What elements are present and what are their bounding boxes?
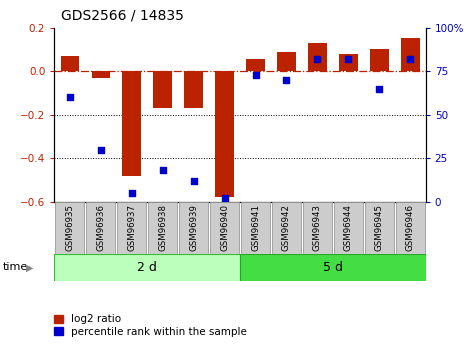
Point (97, 147, 105, 152)
Bar (339, 54, 358, 71)
Text: GSM96943: GSM96943 (313, 204, 322, 252)
Bar (401, 39, 420, 71)
FancyBboxPatch shape (396, 202, 425, 254)
Text: time: time (2, 263, 27, 272)
Point (221, 196, 228, 201)
FancyBboxPatch shape (55, 202, 84, 254)
Bar (184, 71, 203, 108)
Bar (277, 51, 296, 71)
FancyBboxPatch shape (241, 202, 270, 254)
Point (314, 56, 321, 62)
Text: GSM96936: GSM96936 (96, 204, 105, 252)
Text: 5 d: 5 d (323, 261, 343, 274)
Point (252, 72, 259, 77)
Point (283, 77, 290, 83)
Text: GDS2566 / 14835: GDS2566 / 14835 (61, 9, 184, 23)
Text: GSM96935: GSM96935 (65, 204, 74, 252)
FancyBboxPatch shape (179, 202, 208, 254)
Point (190, 178, 197, 184)
FancyBboxPatch shape (272, 202, 301, 254)
FancyBboxPatch shape (86, 202, 115, 254)
Point (406, 56, 414, 62)
FancyBboxPatch shape (210, 202, 239, 254)
FancyBboxPatch shape (334, 202, 363, 254)
Point (66, 95, 74, 100)
FancyBboxPatch shape (365, 202, 394, 254)
Bar (370, 49, 388, 71)
Bar (246, 59, 265, 71)
Text: GSM96942: GSM96942 (282, 204, 291, 252)
Text: GSM96941: GSM96941 (251, 204, 260, 252)
Bar (153, 71, 172, 108)
Text: ▶: ▶ (26, 263, 34, 272)
Point (344, 56, 352, 62)
Point (159, 168, 166, 173)
FancyBboxPatch shape (240, 254, 426, 281)
FancyBboxPatch shape (148, 202, 177, 254)
Bar (123, 71, 141, 176)
Point (128, 190, 136, 196)
Text: GSM96946: GSM96946 (406, 204, 415, 252)
Legend: log2 ratio, percentile rank within the sample: log2 ratio, percentile rank within the s… (53, 313, 248, 338)
Text: GSM96945: GSM96945 (375, 204, 384, 252)
Text: GSM96937: GSM96937 (127, 204, 136, 252)
Bar (61, 56, 79, 71)
Point (376, 86, 383, 91)
Text: GSM96944: GSM96944 (344, 204, 353, 252)
Text: GSM96939: GSM96939 (189, 204, 198, 251)
Text: GSM96938: GSM96938 (158, 204, 167, 252)
Text: 2 d: 2 d (137, 261, 157, 274)
FancyBboxPatch shape (117, 202, 146, 254)
FancyBboxPatch shape (54, 254, 240, 281)
Bar (91, 71, 110, 78)
Text: GSM96940: GSM96940 (220, 204, 229, 252)
FancyBboxPatch shape (303, 202, 332, 254)
Bar (215, 71, 234, 197)
Bar (308, 43, 327, 71)
